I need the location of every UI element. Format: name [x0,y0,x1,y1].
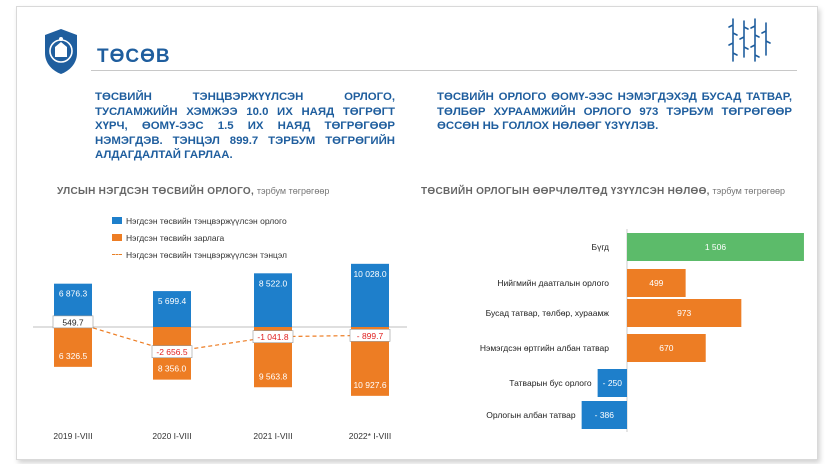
chart1-svg: 6 876.3 6 326.5 2019 I-VIII 5 699.4 8 356.0 2… [33,263,407,441]
contribution-category: Татварын бус орлого [509,378,592,388]
balance-label: -2 656.5 [156,347,187,357]
legend-swatch-dashed [112,254,122,255]
bar-label-expenditure: 6 326.5 [59,351,88,361]
legend-swatch-blue [112,217,122,224]
balance-label-box [52,315,94,329]
category-label: 2021 I-VIII [253,431,292,441]
contribution-value: 499 [649,278,663,288]
headline-right: ТӨСВИЙН ОРЛОГО ӨОМҮ-ЭЭС НЭМЭГДЭХЭД БУСАД… [437,91,792,132]
contribution-value: - 386 [595,410,615,420]
contribution-bar [627,299,742,327]
legend-item-revenue: Нэгдсэн төсвийн тэнцвэржүүлсэн орлого [112,212,287,229]
balance-label-box [252,330,294,343]
balance-label: -1 041.8 [257,332,288,342]
contribution-bar [627,233,804,261]
contribution-category: Бүгд [591,242,609,252]
legend-item-expenditure: Нэгдсэн төсвийн зарлага [112,229,287,246]
category-label: 2020 I-VIII [152,431,191,441]
contribution-bar [581,401,627,429]
contribution-value: - 250 [603,378,623,388]
chart1-title: УЛСЫН НЭГДСЭН ТӨСВИЙН ОРЛОГО, тэрбум төг… [57,185,397,198]
bar-revenue [153,291,191,327]
bar-label-revenue: 8 522.0 [259,278,288,288]
category-label: 2022* I-VIII [349,431,392,441]
contribution-bar [597,369,627,397]
contribution-bar [627,269,686,297]
state-emblem-icon [45,29,77,74]
category-label: 2019 I-VIII [53,431,92,441]
headline-left: ТӨСВИЙН ТЭНЦВЭРЖҮҮЛСЭН ОРЛОГО, ТУСЛАМЖИЙ… [95,91,395,161]
chart2-unit: тэрбум төгрөгөөр [712,186,786,196]
chart1-unit: тэрбум төгрөгөөр [256,186,330,196]
bar-label-revenue: 5 699.4 [158,296,187,306]
contribution-category: Орлогын албан татвар [486,410,576,420]
contribution-bar [627,334,706,362]
bar-label-revenue: 10 028.0 [353,269,386,279]
balance-label-box [151,345,193,359]
bar-label-expenditure: 9 563.8 [259,371,288,381]
contribution-category: Бусад татвар, төлбөр, хураамж [486,308,610,318]
contribution-value: 973 [677,308,691,318]
bar-label-revenue: 6 876.3 [59,289,88,299]
contribution-category: Нэмэгдсэн өртгийн албан татвар [480,343,609,353]
legend-label-expenditure: Нэгдсэн төсвийн зарлага [126,232,225,243]
chart2-svg: 1 506 Бүгд 499 Нийгмийн даатгалын орлого 973… [480,229,804,432]
chart1-legend: Нэгдсэн төсвийн тэнцвэржүүлсэн орлого Нэ… [112,212,287,263]
legend-label-balance: Нэгдсэн төсвийн тэнцвэржүүлсэн тэнцэл [126,249,287,260]
header-divider [91,70,797,71]
bar-revenue [254,273,292,327]
bar-revenue [351,263,389,327]
chart2-title-text: ТӨСВИЙН ОРЛОГЫН ӨӨРЧЛӨЛТӨД ҮЗҮҮЛСЭН НӨЛӨ… [421,186,710,197]
chart2-title: ТӨСВИЙН ОРЛОГЫН ӨӨРЧЛӨЛТӨД ҮЗҮҮЛСЭН НӨЛӨ… [421,185,801,198]
page-title: ТӨСӨВ [97,46,171,67]
legend-swatch-orange [112,234,122,241]
mongolian-script-icon [728,18,771,62]
contribution-category: Нийгмийн даатгалын орлого [497,278,609,288]
legend-item-balance: Нэгдсэн төсвийн тэнцвэржүүлсэн тэнцэл [112,246,287,263]
chart1-title-text: УЛСЫН НЭГДСЭН ТӨСВИЙН ОРЛОГО, [57,186,255,197]
balance-label-box [349,329,391,342]
bar-expenditure [54,327,92,367]
bar-label-expenditure: 8 356.0 [158,364,187,374]
bar-label-expenditure: 10 927.6 [353,380,386,390]
balance-label: - 899.7 [357,331,384,341]
legend-label-revenue: Нэгдсэн төсвийн тэнцвэржүүлсэн орлого [126,215,287,226]
slide: ТӨСӨВ ТӨСВИЙН ТЭНЦВЭРЖҮҮЛСЭН ОРЛОГО, ТУС… [16,6,818,460]
balance-label: 549.7 [62,317,84,327]
contribution-value: 670 [659,343,673,353]
contribution-value: 1 506 [705,242,727,252]
balance-line [72,321,371,353]
